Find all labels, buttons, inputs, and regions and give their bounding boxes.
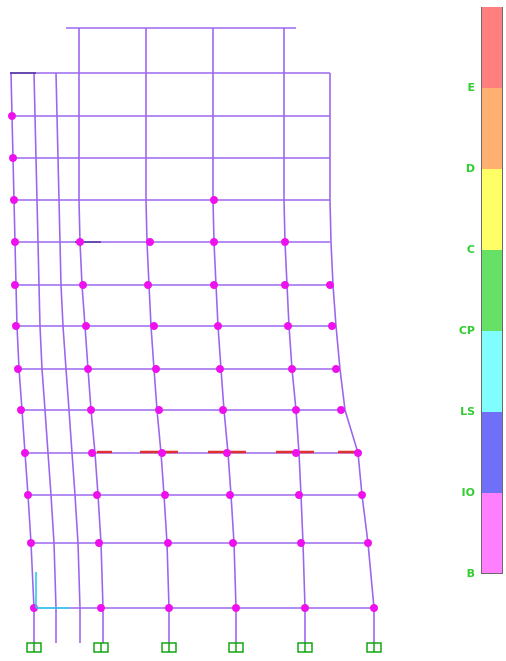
hinge-dot-11-5 xyxy=(370,604,378,612)
hinge-dot-10-1 xyxy=(95,539,103,547)
column-6 xyxy=(283,28,306,609)
column-5 xyxy=(212,28,237,609)
hinge-dot-3-1 xyxy=(76,238,84,246)
column-1 xyxy=(33,72,57,609)
hinge-dot-8-4 xyxy=(292,449,300,457)
hinge-dot-5-2 xyxy=(150,322,158,330)
hinge-dot-3-2 xyxy=(146,238,154,246)
hinge-dot-6-4 xyxy=(288,365,296,373)
hinge-dot-11-1 xyxy=(97,604,105,612)
column-7 xyxy=(329,73,375,609)
hinge-dot-4-5 xyxy=(326,281,334,289)
hinge-dot-11-4 xyxy=(301,604,309,612)
hinge-dot-10-4 xyxy=(297,539,305,547)
hinge-dot-6-3 xyxy=(216,365,224,373)
hinge-dot-5-1 xyxy=(82,322,90,330)
hinge-dot-7-4 xyxy=(292,406,300,414)
hinge-dot-4-0 xyxy=(11,281,19,289)
hinge-dot-7-0 xyxy=(17,406,25,414)
hinge-dot-6-5 xyxy=(332,365,340,373)
hinge-dot-8-0 xyxy=(21,449,29,457)
column-3 xyxy=(78,28,104,609)
hinge-dot-11-2 xyxy=(165,604,173,612)
hinge-dot-11-3 xyxy=(232,604,240,612)
hinge-dot-2-1 xyxy=(210,196,218,204)
hinge-dot-9-4 xyxy=(295,491,303,499)
column-2 xyxy=(55,72,81,609)
hinge-dot-10-2 xyxy=(164,539,172,547)
hinge-dot-5-3 xyxy=(214,322,222,330)
hinge-dot-5-0 xyxy=(12,322,20,330)
hinge-dot-4-3 xyxy=(210,281,218,289)
hinge-dot-8-1 xyxy=(88,449,96,457)
hinge-dot-0-0 xyxy=(8,112,16,120)
hinge-dot-1-0 xyxy=(9,154,17,162)
hinge-dot-6-0 xyxy=(14,365,22,373)
hinge-dot-4-1 xyxy=(79,281,87,289)
hinge-dot-6-1 xyxy=(84,365,92,373)
hinge-dot-6-2 xyxy=(152,365,160,373)
hinge-dot-9-5 xyxy=(358,491,366,499)
hinge-dot-8-5 xyxy=(354,449,362,457)
hinge-dot-3-0 xyxy=(11,238,19,246)
hinge-dot-10-3 xyxy=(229,539,237,547)
hinge-dot-8-3 xyxy=(223,449,231,457)
hinge-dot-3-3 xyxy=(210,238,218,246)
hinge-dot-7-1 xyxy=(87,406,95,414)
hinge-dot-8-2 xyxy=(158,449,166,457)
hinge-dot-10-0 xyxy=(27,539,35,547)
hinge-dot-4-4 xyxy=(281,281,289,289)
hinge-dot-9-0 xyxy=(24,491,32,499)
hinge-dot-2-0 xyxy=(10,196,18,204)
hinge-dot-9-2 xyxy=(161,491,169,499)
hinge-dot-5-4 xyxy=(284,322,292,330)
hinge-dot-5-5 xyxy=(328,322,336,330)
hinge-dot-4-2 xyxy=(144,281,152,289)
hinge-dot-7-3 xyxy=(219,406,227,414)
hinge-dot-9-1 xyxy=(93,491,101,499)
hinge-dot-3-4 xyxy=(281,238,289,246)
hinge-dot-10-5 xyxy=(364,539,372,547)
hinge-dot-7-2 xyxy=(155,406,163,414)
hinge-dot-9-3 xyxy=(226,491,234,499)
column-0 xyxy=(10,72,35,609)
hinge-dot-7-5 xyxy=(337,406,345,414)
column-4 xyxy=(145,28,170,609)
